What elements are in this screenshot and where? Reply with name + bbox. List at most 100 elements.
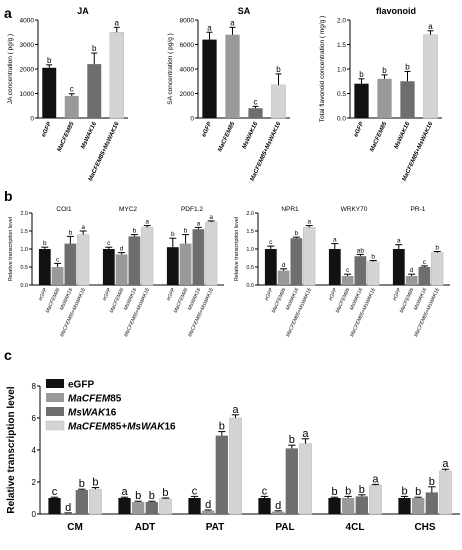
legend-text-part: 85+	[110, 422, 127, 433]
legend-text-part: eGFP	[68, 380, 94, 391]
y-tick-label: 0.0	[337, 115, 346, 122]
charts-layer: 0 1000 2000 3000 4000 JA JA concentration ( pg…	[6, 6, 460, 533]
y-axis-title: Relative transcription level	[8, 217, 14, 281]
group-label: PDF1.2	[181, 206, 203, 213]
group-label: PR-1	[411, 206, 426, 213]
significance-letter: a	[207, 23, 212, 32]
panel-a-label: a	[4, 5, 12, 21]
x-tick-label: MaCFEM85	[369, 121, 388, 153]
data-bar	[109, 32, 124, 119]
significance-letter: a	[307, 219, 311, 226]
y-tick-label: 0	[30, 115, 34, 122]
y-tick-label: 3000	[20, 42, 35, 49]
y-tick-label: 0.5	[246, 265, 254, 271]
significance-letter: b	[289, 434, 295, 446]
x-tick-label: eGFP	[102, 287, 113, 302]
x-tick-label: eGFP	[392, 287, 403, 302]
legend-text-part: MsWAK	[127, 422, 165, 433]
data-bar	[248, 108, 263, 118]
significance-letter: c	[52, 486, 58, 498]
significance-letter: b	[359, 484, 365, 496]
data-bar	[398, 498, 411, 514]
group-label: WRKY70	[341, 206, 368, 213]
x-tick-label: MaCFEM85+MsWAK16	[59, 287, 87, 338]
legend-swatch	[46, 379, 64, 388]
panel-b-label: b	[4, 188, 13, 204]
group-label: MYC2	[119, 206, 137, 213]
y-tick-label: 1.5	[20, 229, 28, 235]
data-bar	[192, 229, 205, 285]
y-tick-label: 2.0	[20, 211, 28, 217]
legend-text-part: MaCFEM	[68, 394, 111, 405]
group-label: 4CL	[346, 522, 365, 533]
data-bar	[439, 470, 452, 515]
significance-letter: a	[145, 219, 149, 226]
significance-letter: b	[331, 486, 337, 498]
group-label: CM	[67, 522, 83, 533]
significance-letter: a	[333, 237, 337, 244]
significance-letter: d	[282, 262, 286, 269]
y-tick-label: 8000	[180, 17, 195, 24]
data-bar	[299, 443, 312, 515]
data-bar	[202, 510, 215, 514]
data-bar	[51, 267, 64, 285]
x-tick-label: eGFP	[264, 287, 275, 302]
significance-letter: a	[81, 224, 85, 231]
data-bar	[354, 256, 367, 285]
chart-title: flavonoid	[376, 6, 416, 16]
significance-letter: b	[401, 485, 407, 497]
data-bar	[225, 34, 240, 119]
data-bar	[271, 84, 286, 119]
data-bar	[128, 236, 141, 285]
data-bar	[264, 249, 277, 285]
legend-swatch	[46, 407, 64, 416]
x-tick-label: eGFP	[328, 287, 339, 302]
data-bar	[290, 238, 303, 285]
y-tick-label: 2.0	[337, 17, 346, 24]
y-tick-label: 4000	[180, 66, 195, 73]
data-bar	[418, 267, 431, 285]
significance-letter: b	[69, 229, 73, 236]
x-tick-label: MaCFEM85+MsWAK16	[349, 287, 377, 338]
data-bar	[392, 249, 405, 285]
data-bar	[405, 276, 418, 285]
significance-letter: b	[149, 490, 155, 502]
group-label: CHS	[414, 522, 435, 533]
data-bar	[145, 502, 158, 514]
data-bar	[431, 252, 444, 286]
x-tick-label: MaCFEM85	[217, 121, 236, 153]
data-bar	[62, 513, 75, 514]
y-tick-label: 0	[32, 510, 37, 519]
y-axis-title: SA concentration ( pg/g )	[167, 33, 174, 105]
significance-letter: b	[345, 485, 351, 497]
x-tick-label: eGFP	[41, 120, 53, 138]
legend-entry: MaCFEM85+MsWAK16	[68, 422, 176, 433]
significance-letter: a	[442, 458, 449, 470]
y-axis-title: Relative transcription level	[6, 386, 17, 513]
y-axis-title: Total flavonoid concentration ( mg/g )	[319, 16, 326, 123]
data-bar	[400, 81, 415, 118]
y-tick-label: 1.5	[337, 42, 346, 49]
data-bar	[377, 78, 392, 118]
data-bar	[303, 227, 316, 286]
significance-letter: ab	[357, 247, 365, 254]
data-bar	[159, 498, 172, 515]
significance-letter: d	[410, 267, 414, 274]
x-tick-label: MaCFEM85+MsWAK16	[285, 287, 313, 338]
significance-letter: c	[346, 267, 350, 274]
significance-letter: a	[428, 22, 433, 31]
significance-letter: b	[359, 70, 364, 79]
x-tick-label: eGFP	[201, 120, 213, 138]
data-bar	[354, 83, 369, 118]
y-axis-title: JA concentration ( pg/g )	[7, 34, 14, 104]
data-bar	[48, 498, 61, 514]
y-tick-label: 0.0	[246, 283, 254, 289]
significance-letter: c	[254, 97, 258, 106]
data-bar	[342, 498, 355, 514]
data-bar	[285, 448, 298, 514]
significance-letter: d	[65, 502, 71, 514]
data-bar	[102, 249, 115, 285]
x-tick-label: eGFP	[166, 287, 177, 302]
significance-letter: a	[372, 473, 379, 485]
data-bar	[64, 95, 79, 118]
